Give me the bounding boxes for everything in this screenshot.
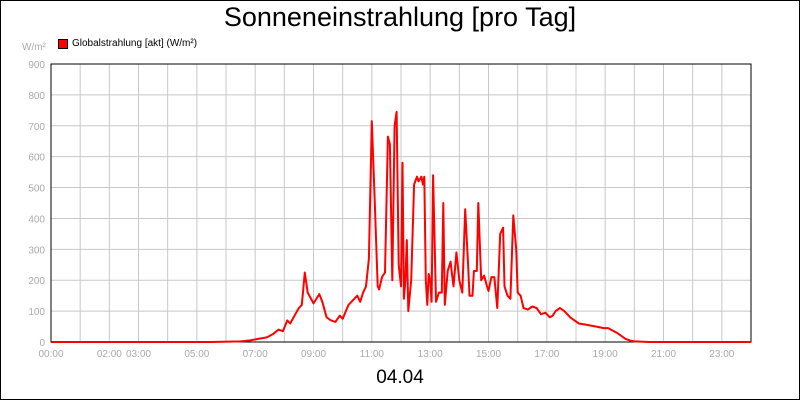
x-tick-label: 03:00 (126, 349, 151, 360)
series-line-globalstrahlung (51, 110, 751, 343)
legend-label: Globalstrahlung [akt] (W/m²) (72, 38, 198, 49)
x-tick-label: 19:00 (593, 349, 618, 360)
y-tick-label: 800 (28, 91, 45, 102)
y-tick-label: 900 (28, 60, 45, 71)
y-axis-ticks: 0 100 200 300 400 500 600 700 800 900 (28, 60, 45, 349)
x-tick-label: 21:00 (651, 349, 676, 360)
chart-title: Sonneneinstrahlung [pro Tag] (223, 2, 577, 32)
y-tick-label: 600 (28, 153, 45, 164)
date-label: 04.04 (376, 367, 424, 388)
y-tick-label: 500 (28, 184, 45, 195)
x-tick-label: 07:00 (243, 349, 268, 360)
y-tick-label: 400 (28, 214, 45, 225)
x-axis-ticks: 00:00 02:00 03:00 05:00 07:00 09:00 11:00 13:00… (38, 349, 734, 360)
x-tick-label: 05:00 (184, 349, 209, 360)
y-axis-unit-label: W/m² (22, 42, 46, 53)
y-tick-label: 200 (28, 276, 45, 287)
x-tick-label: 00:00 (38, 349, 63, 360)
x-tick-label: 13:00 (418, 349, 443, 360)
legend-swatch (58, 38, 68, 49)
x-tick-label: 15:00 (476, 349, 501, 360)
grid-layer (51, 63, 751, 343)
x-tick-label: 17:00 (534, 349, 559, 360)
x-tick-label: 02:00 (97, 349, 122, 360)
x-tick-label: 11:00 (360, 349, 385, 360)
x-tick-label: 09:00 (301, 349, 326, 360)
x-tick-label: 23:00 (709, 349, 734, 360)
y-tick-label: 0 (39, 338, 45, 349)
y-tick-label: 300 (28, 245, 45, 256)
plot-area (50, 63, 752, 343)
y-tick-label: 700 (28, 122, 45, 133)
y-tick-label: 100 (28, 307, 45, 318)
legend: Globalstrahlung [akt] (W/m²) (58, 38, 197, 49)
